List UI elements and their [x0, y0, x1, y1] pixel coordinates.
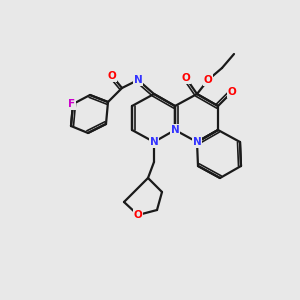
- Text: O: O: [228, 87, 236, 97]
- Text: N: N: [171, 125, 179, 135]
- Text: O: O: [108, 71, 116, 81]
- Text: O: O: [182, 73, 190, 83]
- Text: O: O: [134, 210, 142, 220]
- Text: F: F: [68, 99, 76, 109]
- Text: N: N: [193, 137, 201, 147]
- Text: N: N: [134, 75, 142, 85]
- Text: N: N: [150, 137, 158, 147]
- Text: O: O: [204, 75, 212, 85]
